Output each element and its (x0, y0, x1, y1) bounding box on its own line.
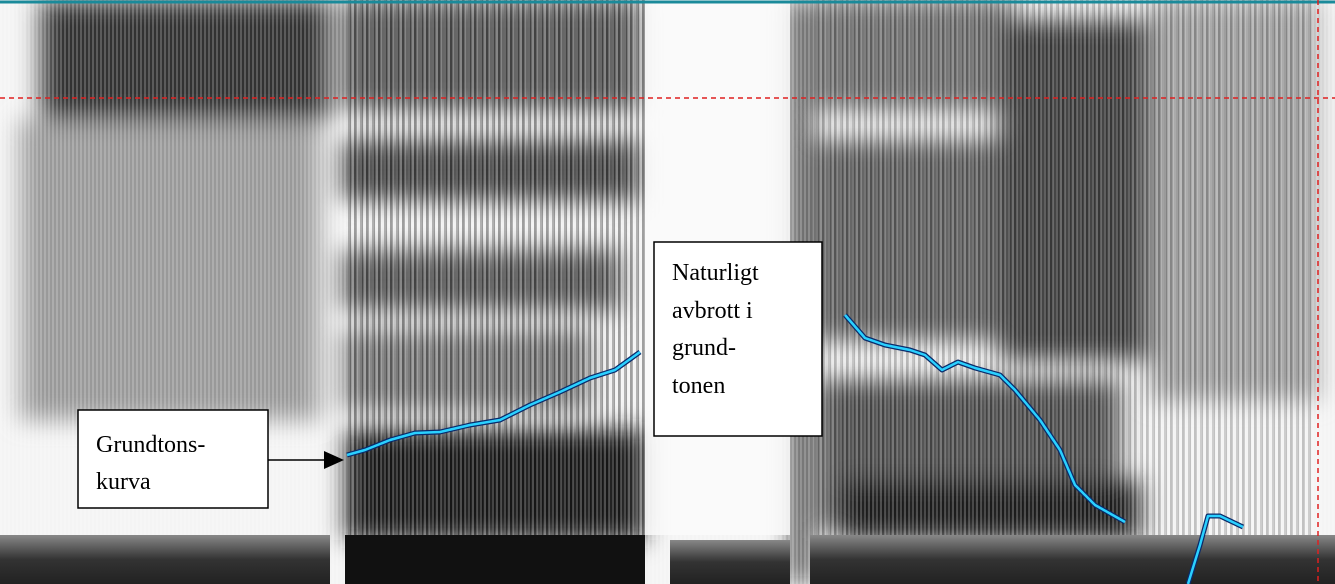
pitch-curve (1186, 514, 1244, 584)
low-band (810, 535, 1335, 584)
callout-text: Grundtons- (96, 432, 205, 458)
low-band (0, 535, 330, 584)
callout-text: tonen (672, 373, 725, 399)
low-band (345, 535, 645, 584)
arrow-head (324, 451, 344, 469)
pitch-curve (844, 314, 1126, 524)
callout-text: avbrott i (672, 298, 753, 324)
callout-text: kurva (96, 469, 151, 495)
callout-box (77, 409, 269, 509)
callout-text: Naturligt (672, 260, 759, 286)
pitch-curves (346, 313, 1245, 584)
callout-box (653, 241, 823, 437)
low-band (670, 540, 790, 584)
pitch-curve (346, 350, 641, 457)
callout-text: grund- (672, 335, 736, 361)
